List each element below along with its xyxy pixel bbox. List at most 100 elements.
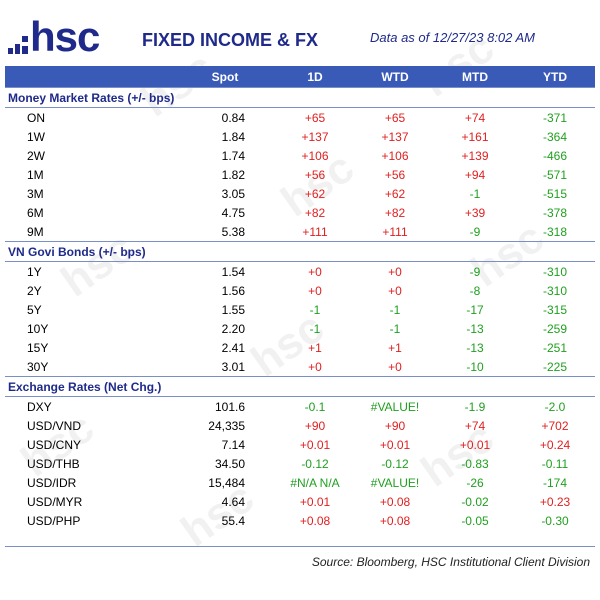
- change-mtd: -10: [466, 359, 484, 374]
- table-row: 6M 4.75 +82 +82 +39 -378: [5, 203, 595, 222]
- table-row: 2W 1.74 +106 +106 +139 -466: [5, 146, 595, 165]
- change-wtd: +0.08: [379, 513, 411, 528]
- section-title: Exchange Rates (Net Chg.): [8, 379, 162, 394]
- change-wtd: +111: [382, 224, 408, 239]
- change-wtd: +65: [384, 110, 406, 125]
- row-label: 9M: [27, 224, 44, 239]
- change-ytd: -364: [542, 129, 568, 144]
- section-title: Money Market Rates (+/- bps): [8, 90, 175, 105]
- row-label: 15Y: [27, 340, 49, 355]
- table-row: ON 0.84 +65 +65 +74 -371: [5, 108, 595, 128]
- logo-dots-icon: [8, 36, 28, 54]
- row-label: 6M: [27, 205, 44, 220]
- change-ytd: -310: [542, 283, 568, 298]
- change-1d: +0.01: [299, 437, 331, 452]
- page-title: FIXED INCOME & FX: [142, 30, 319, 50]
- change-wtd: +90: [384, 418, 406, 433]
- spot-value: 4.75: [221, 205, 245, 220]
- table-row: 9M 5.38 +111 +111 -9 -318: [5, 222, 595, 242]
- spot-value: 55.4: [221, 513, 245, 528]
- table-row: USD/VND 24,335 +90 +90 +74 +702: [5, 416, 595, 435]
- change-ytd: -315: [542, 302, 568, 317]
- hsc-logo: hsc: [8, 14, 138, 60]
- table-row: USD/PHP 55.4 +0.08 +0.08 -0.05 -0.30: [5, 511, 595, 530]
- change-ytd: -515: [542, 186, 568, 201]
- change-1d: +82: [304, 205, 326, 220]
- row-label: USD/PHP: [27, 513, 81, 528]
- change-ytd: -318: [542, 224, 568, 239]
- row-label: 10Y: [27, 321, 49, 336]
- change-ytd: -174: [542, 475, 568, 490]
- change-mtd: +139: [461, 148, 489, 163]
- change-wtd: -0.12: [381, 456, 409, 471]
- change-1d: -0.1: [304, 399, 326, 414]
- column-header-mtd: MTD: [435, 66, 515, 88]
- change-mtd: -26: [466, 475, 484, 490]
- row-label: 2W: [27, 148, 45, 163]
- table-header-row: Spot 1D WTD MTD YTD: [5, 66, 595, 88]
- change-1d: +0.08: [299, 513, 331, 528]
- change-mtd: +74: [464, 110, 486, 125]
- spot-value: 1.54: [221, 264, 245, 279]
- section-header-cell: Money Market Rates (+/- bps): [5, 87, 595, 108]
- change-mtd: -17: [466, 302, 484, 317]
- change-1d: #N/A N/A: [290, 475, 340, 490]
- change-1d: +111: [302, 224, 328, 239]
- change-1d: +0: [308, 283, 322, 298]
- column-header-label: [5, 66, 175, 88]
- change-mtd: +39: [464, 205, 486, 220]
- change-wtd: +0.01: [379, 437, 411, 452]
- row-label: 30Y: [27, 359, 49, 374]
- spot-value: 101.6: [214, 399, 245, 414]
- table-row: 1M 1.82 +56 +56 +94 -571: [5, 165, 595, 184]
- change-wtd: #VALUE!: [370, 399, 420, 414]
- row-label: DXY: [27, 399, 52, 414]
- change-1d: +0: [308, 359, 322, 374]
- change-1d: +0.01: [299, 494, 331, 509]
- source-note: Source: Bloomberg, HSC Institutional Cli…: [311, 555, 590, 569]
- change-mtd: +74: [464, 418, 486, 433]
- spot-value: 1.55: [221, 302, 245, 317]
- row-label: 1Y: [27, 264, 42, 279]
- fixed-income-table: Spot 1D WTD MTD YTD Money Market Rates (…: [5, 66, 595, 530]
- change-1d: -0.12: [301, 456, 329, 471]
- change-1d: -1: [309, 321, 321, 336]
- table-row: 1W 1.84 +137 +137 +161 -364: [5, 127, 595, 146]
- change-mtd: +94: [464, 167, 486, 182]
- change-1d: +137: [301, 129, 329, 144]
- spot-value: 1.84: [221, 129, 245, 144]
- change-ytd: +702: [541, 418, 569, 433]
- row-label: USD/IDR: [27, 475, 77, 490]
- row-label: 1W: [27, 129, 45, 144]
- spot-value: 2.20: [221, 321, 245, 336]
- table-row: USD/THB 34.50 -0.12 -0.12 -0.83 -0.11: [5, 454, 595, 473]
- row-label: USD/VND: [27, 418, 82, 433]
- change-mtd: -9: [469, 224, 481, 239]
- table-row: 3M 3.05 +62 +62 -1 -515: [5, 184, 595, 203]
- change-ytd: -225: [542, 359, 568, 374]
- change-1d: +90: [304, 418, 326, 433]
- change-wtd: +82: [384, 205, 406, 220]
- change-mtd: -13: [466, 340, 484, 355]
- change-wtd: +106: [381, 148, 409, 163]
- spot-value: 5.38: [221, 224, 245, 239]
- section-header-cell: VN Govi Bonds (+/- bps): [5, 241, 595, 262]
- change-wtd: +0: [388, 264, 402, 279]
- change-ytd: -0.11: [541, 456, 569, 471]
- change-1d: +56: [304, 167, 326, 182]
- table-row: 1Y 1.54 +0 +0 -9 -310: [5, 262, 595, 282]
- spot-value: 2.41: [221, 340, 245, 355]
- change-1d: +62: [304, 186, 326, 201]
- table-row: USD/IDR 15,484 #N/A N/A #VALUE! -26 -174: [5, 473, 595, 492]
- section-header-row: VN Govi Bonds (+/- bps): [5, 241, 595, 262]
- section-header-cell: Exchange Rates (Net Chg.): [5, 376, 595, 397]
- spot-value: 4.64: [221, 494, 245, 509]
- change-wtd: +0.08: [379, 494, 411, 509]
- change-ytd: -378: [542, 205, 568, 220]
- change-wtd: -1: [389, 321, 401, 336]
- change-mtd: +161: [461, 129, 489, 144]
- change-ytd: -0.30: [541, 513, 569, 528]
- table-row: DXY 101.6 -0.1 #VALUE! -1.9 -2.0: [5, 397, 595, 417]
- change-1d: +1: [308, 340, 322, 355]
- row-label: 1M: [27, 167, 44, 182]
